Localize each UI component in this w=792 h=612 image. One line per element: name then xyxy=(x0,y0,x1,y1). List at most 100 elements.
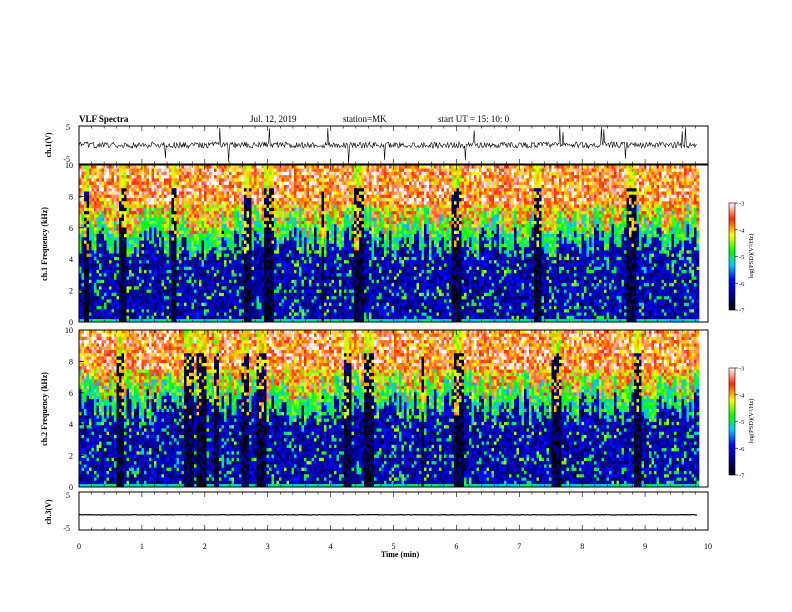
spectrogram-cell xyxy=(304,302,307,306)
spectrogram-cell xyxy=(241,308,245,313)
spectrogram-cell xyxy=(311,240,315,244)
spectrogram-cell xyxy=(264,207,267,212)
spectrogram-cell xyxy=(111,168,115,172)
spectrogram-cell xyxy=(204,279,207,284)
spectrogram-cell xyxy=(159,253,162,257)
spectrogram-cell xyxy=(86,276,90,280)
spectrogram-cell xyxy=(244,204,247,208)
spectrogram-cell xyxy=(304,259,307,264)
spectrogram-cell xyxy=(214,178,217,182)
spectrogram-cell xyxy=(244,191,247,195)
spectrogram-cell xyxy=(156,233,160,238)
spectrogram-cell xyxy=(289,289,292,293)
spectrogram-cell xyxy=(191,223,195,228)
spectrogram-cell xyxy=(219,315,222,320)
spectrogram-cell xyxy=(224,187,227,192)
spectrogram-cell xyxy=(196,210,200,215)
spectrogram-cell xyxy=(86,187,90,192)
spectrogram-cell xyxy=(234,187,237,192)
spectrogram-cell xyxy=(209,253,212,257)
spectrogram-cell xyxy=(264,299,267,303)
spectrogram-cell xyxy=(264,165,267,169)
spectrogram-cell xyxy=(141,259,145,264)
spectrogram-cell xyxy=(229,266,232,270)
spectrogram-cell xyxy=(221,217,225,221)
spectrogram-cell xyxy=(274,223,277,228)
spectrogram-cell xyxy=(181,243,185,248)
spectrogram-cell xyxy=(301,184,305,189)
spectrogram-cell xyxy=(111,279,115,284)
spectrogram-column xyxy=(91,165,95,323)
spectrogram-cell xyxy=(321,204,325,208)
spectrogram-cell xyxy=(309,312,312,316)
spectrogram-cell xyxy=(84,279,87,284)
spectrogram-cell xyxy=(184,243,187,248)
spectrogram-cell xyxy=(286,217,290,221)
spectrogram-cell xyxy=(239,204,242,208)
spectrogram-cell xyxy=(201,263,205,267)
spectrogram-cell xyxy=(264,276,267,280)
spectrogram-cell xyxy=(304,308,307,313)
spectrogram-cell xyxy=(226,263,230,267)
spectrogram-cell xyxy=(231,200,235,205)
spectrogram-cell xyxy=(84,217,87,221)
spectrogram-cell xyxy=(219,220,222,225)
spectrogram-cell xyxy=(181,315,185,320)
spectrogram-cell xyxy=(109,230,112,234)
spectrogram-cell xyxy=(101,181,105,185)
station-label: station=MK xyxy=(343,114,387,124)
spectrogram-cell xyxy=(244,217,247,221)
spectrogram-cell xyxy=(324,184,327,189)
spectrogram-cell xyxy=(104,286,107,290)
spectrogram-cell xyxy=(174,200,177,205)
spectrogram-cell xyxy=(266,286,270,290)
spectrogram-cell xyxy=(299,197,302,202)
spectrogram-cell xyxy=(294,168,297,172)
spectrogram-cell xyxy=(299,266,302,270)
spectrogram-cell xyxy=(301,302,305,306)
spectrogram-cell xyxy=(89,253,92,257)
spectrogram-cell xyxy=(311,305,315,310)
spectrogram-cell xyxy=(216,286,220,290)
spectrogram-cell xyxy=(174,194,177,199)
spectrogram-cell xyxy=(121,197,125,202)
spectrogram-cell xyxy=(194,256,197,261)
spectrogram-cell xyxy=(134,200,137,205)
spectrogram-cell xyxy=(314,223,317,228)
spectrogram-cell xyxy=(186,308,190,313)
spectrogram-cell xyxy=(251,168,255,172)
spectrogram-cell xyxy=(266,223,270,228)
spectrogram-cell xyxy=(324,302,327,306)
spectrogram-cell xyxy=(154,272,157,277)
spectrogram-cell xyxy=(244,223,247,228)
spectrogram-cell xyxy=(316,259,320,264)
spectrogram-column xyxy=(114,165,117,323)
spectrogram-cell xyxy=(186,250,190,254)
spectrogram-cell xyxy=(261,191,265,195)
spectrogram-cell xyxy=(241,269,245,274)
spectrogram-cell xyxy=(174,178,177,182)
spectrogram-cell xyxy=(274,305,277,310)
spectrogram-cell xyxy=(229,312,232,316)
spectrogram-cell xyxy=(109,308,112,313)
spectrogram-cell xyxy=(79,263,82,267)
spectrogram-cell xyxy=(139,191,142,195)
spectrogram-cell xyxy=(319,272,322,277)
spectrogram-cell xyxy=(201,305,205,310)
spectrogram-cell xyxy=(156,184,160,189)
spectrogram-cell xyxy=(179,217,182,221)
spectrogram-cell xyxy=(176,286,180,290)
spectrogram-cell xyxy=(314,178,317,182)
spectrogram-cell xyxy=(146,230,150,234)
spectrogram-cell xyxy=(144,253,147,257)
spectrogram-cell xyxy=(321,263,325,267)
spectrogram-cell xyxy=(216,240,220,244)
spectrogram-cell xyxy=(101,200,105,205)
spectrogram-cell xyxy=(221,243,225,248)
spectrogram-cell xyxy=(251,253,255,257)
spectrogram-cell xyxy=(236,282,240,287)
spectrogram-cell xyxy=(131,315,135,320)
spectrogram-cell xyxy=(134,250,137,254)
spectrogram-cell xyxy=(86,230,90,234)
spectrogram-cell xyxy=(84,266,87,270)
